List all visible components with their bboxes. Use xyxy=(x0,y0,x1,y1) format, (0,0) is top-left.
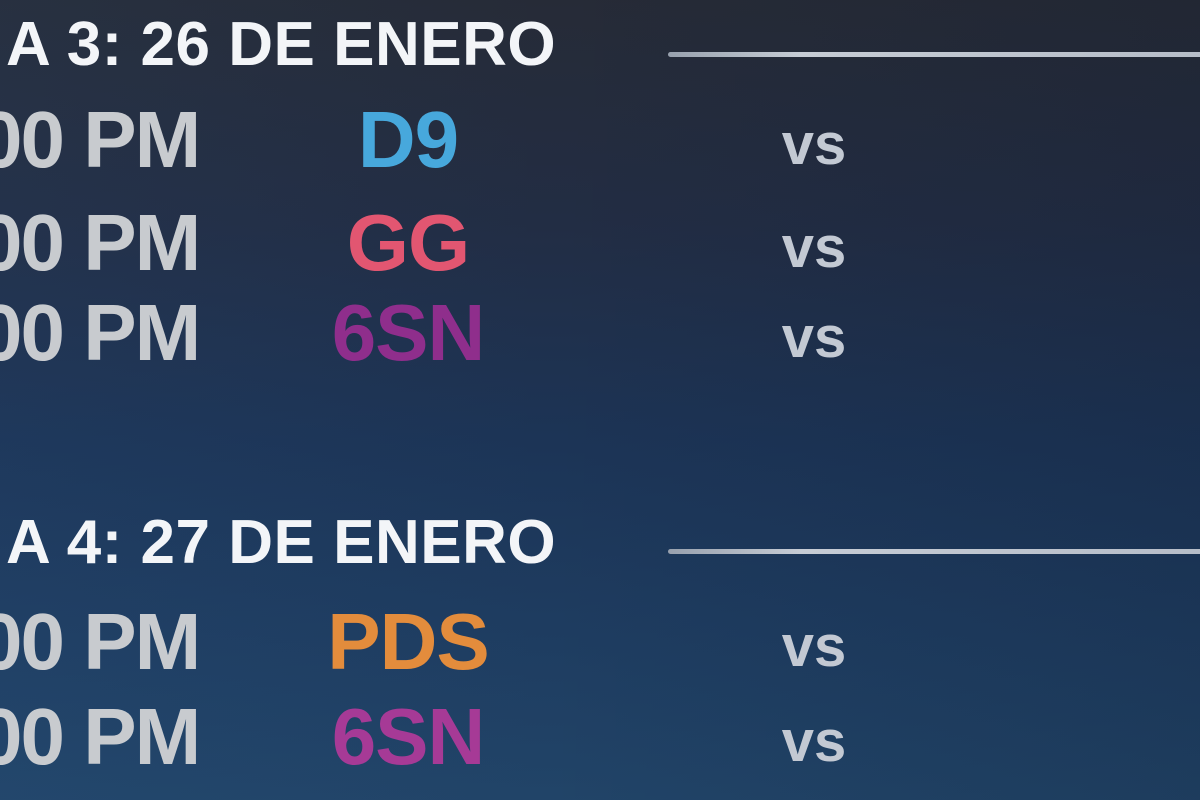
match-time: 00 PM xyxy=(0,95,201,184)
section-divider-line xyxy=(668,52,1200,57)
vs-label: vs xyxy=(781,614,847,679)
section-divider-line xyxy=(668,549,1200,554)
match-row: 00 PM D9 vs xyxy=(0,100,1200,182)
team-abbreviation: GG xyxy=(346,198,470,287)
section-title-day4: A 4: 27 DE ENERO xyxy=(6,508,557,577)
match-time: 00 PM xyxy=(0,692,201,781)
team-abbreviation: 6SN xyxy=(331,692,486,781)
team-abbreviation: D9 xyxy=(357,95,459,184)
match-time: 00 PM xyxy=(0,597,201,686)
team-abbreviation: PDS xyxy=(327,597,490,686)
vs-label: vs xyxy=(781,305,847,370)
vs-label: vs xyxy=(781,215,847,280)
match-row: 00 PM 6SN vs xyxy=(0,293,1200,375)
match-row: 00 PM GG vs xyxy=(0,203,1200,285)
match-time: 00 PM xyxy=(0,288,201,377)
section-title-day3: A 3: 26 DE ENERO xyxy=(6,10,557,79)
match-row: 00 PM PDS vs xyxy=(0,602,1200,684)
vs-label: vs xyxy=(781,112,847,177)
vs-label: vs xyxy=(781,709,847,774)
team-abbreviation: 6SN xyxy=(331,288,486,377)
match-row: 00 PM 6SN vs xyxy=(0,697,1200,779)
match-time: 00 PM xyxy=(0,198,201,287)
